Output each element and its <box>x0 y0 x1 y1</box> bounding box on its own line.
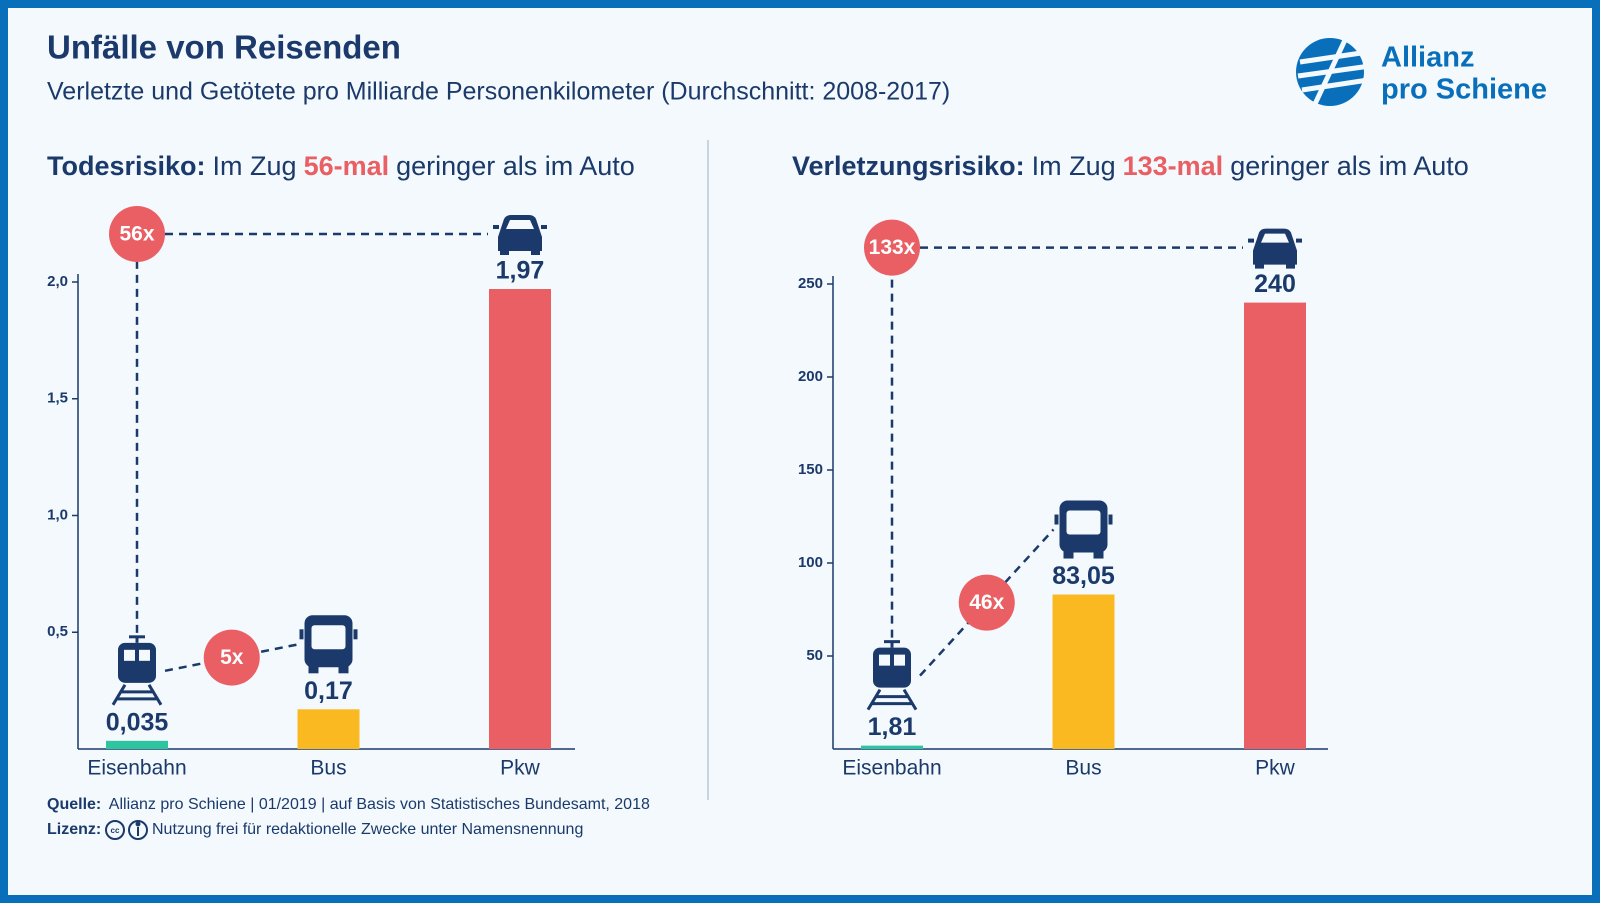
y-tick-label: 1,0 <box>47 506 68 523</box>
logo-stripes <box>1297 38 1371 106</box>
bus-window <box>311 625 346 650</box>
ratio-label: 56x <box>119 223 154 246</box>
car-wheel <box>1286 262 1295 269</box>
logo-text: pro Schiene <box>1381 74 1547 106</box>
car-icon <box>493 215 547 256</box>
ratio-label: 5x <box>220 646 244 669</box>
chart-title: Verletzungsrisiko: Im Zug 133-mal geringer … <box>792 151 1469 181</box>
bus-mirror <box>1108 514 1113 525</box>
value-label: 0,17 <box>304 677 353 705</box>
bus-mirror <box>353 629 358 640</box>
car-window <box>1261 233 1289 243</box>
car-mirror <box>493 225 499 230</box>
bus-wheel <box>1063 550 1074 559</box>
cc-symbol: cc <box>111 826 120 835</box>
train-window <box>124 649 135 661</box>
car-wheel <box>500 249 509 256</box>
y-tick-label: 1,5 <box>47 390 68 407</box>
x-tick-label: Pkw <box>500 757 541 780</box>
ratio-bubble <box>203 629 260 686</box>
y-tick-label: 50 <box>806 647 823 664</box>
y-tick-label: 0,5 <box>47 623 68 640</box>
chart-title: Todesrisiko: Im Zug 56-mal geringer als im … <box>47 151 635 181</box>
subtitle: Verletzte und Getötete pro Milliarde Per… <box>47 78 950 106</box>
source-text: Allianz pro Schiene | 01/2019 | auf Basi… <box>109 796 650 813</box>
bar <box>1052 594 1115 749</box>
background <box>8 8 1592 895</box>
x-tick-label: Eisenbahn <box>842 757 941 780</box>
bus-mirror <box>1054 514 1059 525</box>
y-tick-label: 150 <box>798 461 823 478</box>
bus-wheel <box>338 665 349 674</box>
y-tick-label: 2,0 <box>47 273 68 290</box>
bar <box>1244 302 1306 749</box>
bus-wheel <box>308 665 319 674</box>
car-wheel <box>1255 262 1264 269</box>
logo-text: Allianz <box>1381 42 1474 74</box>
train-icon <box>111 635 163 706</box>
chart-title-part: Im Zug <box>1032 151 1116 181</box>
chart-title-part: Im Zug <box>213 151 297 181</box>
title: Unfälle von Reisenden <box>47 29 401 66</box>
car-wheel <box>531 249 540 256</box>
value-label: 0,035 <box>106 708 169 736</box>
ratio-bubble <box>109 206 165 263</box>
value-label: 1,81 <box>868 713 917 741</box>
y-tick-label: 250 <box>798 275 823 292</box>
train-window <box>879 654 890 666</box>
car-mirror <box>541 225 547 230</box>
bus-icon <box>1054 500 1113 559</box>
ratio-bubble <box>864 219 920 276</box>
bus-icon <box>299 615 358 674</box>
chart-title-part: Todesrisiko: <box>47 151 206 181</box>
train-rails <box>111 684 163 706</box>
train-icon <box>866 640 918 711</box>
bar <box>489 289 551 749</box>
chart-title-part: 56-mal <box>304 151 390 181</box>
train-rails <box>866 688 918 711</box>
car-icon <box>1248 228 1302 269</box>
value-label: 1,97 <box>496 257 545 285</box>
chart-title-part: geringer als im Auto <box>396 151 635 181</box>
value-label: 83,05 <box>1052 562 1115 590</box>
bus-wheel <box>1093 550 1104 559</box>
cc-icons <box>105 820 148 840</box>
ratio-label: 46x <box>969 591 1004 614</box>
bar <box>106 740 168 749</box>
connector <box>164 643 299 673</box>
train-body <box>873 647 911 688</box>
car-window <box>506 220 534 230</box>
x-tick-label: Bus <box>1065 757 1101 780</box>
train-window <box>894 654 905 666</box>
source: Quelle: Allianz pro Schiene | 01/2019 | … <box>47 796 650 813</box>
license-label: Lizenz: <box>47 821 101 838</box>
bar <box>861 745 923 749</box>
source-label: Quelle: <box>47 796 101 813</box>
bar <box>297 709 360 749</box>
bus-mirror <box>299 629 304 640</box>
ratio-bubble <box>958 574 1015 631</box>
chart-title-part: 133-mal <box>1123 151 1224 181</box>
train-window <box>139 649 150 661</box>
x-tick-label: Eisenbahn <box>87 757 186 780</box>
bus-window <box>1066 510 1101 535</box>
x-tick-label: Pkw <box>1255 757 1296 780</box>
y-tick-label: 100 <box>798 554 823 571</box>
ratio-label: 133x <box>869 236 916 259</box>
chart-title-part: Verletzungsrisiko: <box>792 151 1025 181</box>
value-label: 240 <box>1254 270 1296 298</box>
car-mirror <box>1296 238 1302 243</box>
train-body <box>118 642 156 683</box>
x-tick-label: Bus <box>310 757 346 780</box>
y-tick-label: 200 <box>798 368 823 385</box>
logo: Allianz pro Schiene <box>1296 38 1547 106</box>
car-mirror <box>1248 238 1254 243</box>
chart-title-part: geringer als im Auto <box>1230 151 1469 181</box>
license-text: Nutzung frei für redaktionelle Zwecke un… <box>152 821 583 838</box>
